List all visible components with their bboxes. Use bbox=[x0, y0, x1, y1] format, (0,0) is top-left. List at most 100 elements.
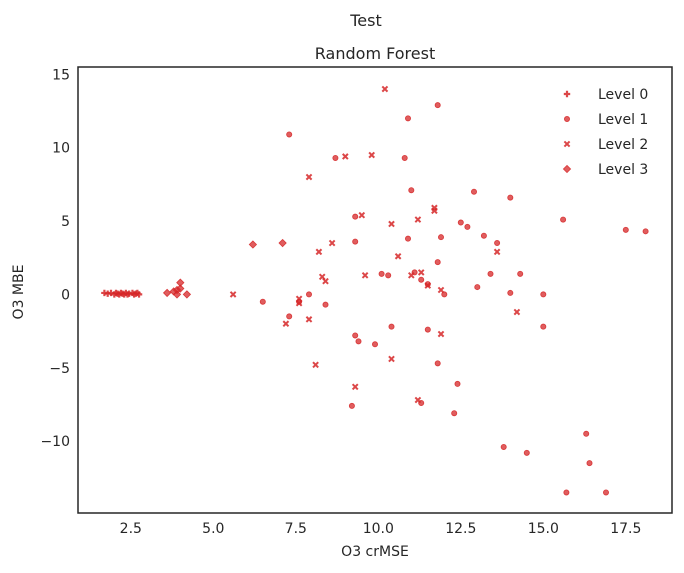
level-1-point bbox=[583, 430, 590, 437]
y-axis-ticks: −10 −5 0 5 10 15 bbox=[40, 67, 70, 450]
x-tick-label: 2.5 bbox=[120, 521, 142, 537]
level-2-point bbox=[513, 308, 521, 316]
level-1-point bbox=[487, 270, 494, 277]
level-1-point bbox=[385, 272, 392, 279]
y-axis-label: O3 MBE bbox=[11, 265, 27, 320]
level-1-point bbox=[388, 323, 395, 330]
level-1-point bbox=[560, 216, 567, 223]
level-2-point bbox=[431, 204, 438, 212]
level-2-point bbox=[407, 272, 415, 279]
legend-label-level-3: Level 3 bbox=[598, 162, 648, 178]
level-1-point bbox=[371, 341, 378, 348]
x-tick-label: 12.5 bbox=[445, 521, 476, 537]
level-1-point bbox=[523, 449, 530, 456]
level-1-point bbox=[457, 219, 464, 226]
level-2-point bbox=[305, 173, 313, 181]
level-1-point bbox=[434, 360, 441, 367]
level-1-point bbox=[517, 270, 524, 277]
level-1-point bbox=[507, 194, 514, 201]
level-1-point bbox=[642, 228, 649, 235]
level-1-point bbox=[259, 298, 266, 305]
level-1-point bbox=[434, 102, 441, 109]
x-axis-label: O3 crMSE bbox=[341, 544, 409, 560]
level-2-point bbox=[437, 330, 445, 338]
level-1-point bbox=[378, 270, 385, 277]
level-2-point bbox=[394, 252, 402, 260]
level-2-point bbox=[358, 211, 366, 219]
chart-title: Random Forest bbox=[315, 44, 435, 63]
level-1-point bbox=[563, 489, 570, 496]
level-2-point bbox=[388, 355, 395, 363]
figure-suptitle: Test bbox=[349, 11, 382, 30]
level-3-point bbox=[169, 287, 178, 296]
y-tick-label: 0 bbox=[61, 287, 70, 303]
level-2-point bbox=[322, 277, 329, 285]
plot-frame bbox=[77, 66, 673, 514]
level-1-point bbox=[286, 131, 293, 138]
level-1-point bbox=[418, 276, 425, 283]
level-3-point bbox=[248, 240, 258, 249]
x-tick-label: 17.5 bbox=[610, 521, 641, 537]
level-2-point bbox=[312, 361, 319, 369]
x-tick-label: 15.0 bbox=[528, 521, 559, 537]
y-tick-label: 10 bbox=[52, 141, 70, 157]
level-2-point bbox=[437, 286, 445, 294]
level-1-point bbox=[622, 226, 629, 233]
level-2-point bbox=[351, 383, 359, 391]
legend-marker-level-2 bbox=[563, 140, 571, 148]
level-3-point bbox=[176, 278, 185, 287]
legend-label-level-0: Level 0 bbox=[598, 87, 648, 103]
level-2-point bbox=[414, 396, 422, 404]
x-tick-label: 10.0 bbox=[363, 521, 394, 537]
level-1-point bbox=[464, 223, 471, 230]
level-2-point bbox=[414, 216, 422, 223]
level-2-point bbox=[282, 320, 290, 328]
data-points-layer bbox=[101, 85, 649, 496]
level-1-point bbox=[404, 115, 411, 122]
level-3-point bbox=[182, 290, 192, 299]
legend-marker-level-0 bbox=[563, 90, 571, 98]
level-1-point bbox=[355, 338, 362, 345]
level-1-point bbox=[348, 402, 355, 409]
level-3-point bbox=[176, 284, 185, 293]
level-1-point bbox=[437, 234, 444, 241]
level-1-point bbox=[603, 489, 610, 496]
level-2-point bbox=[424, 282, 432, 289]
level-1-point bbox=[480, 232, 487, 239]
legend-label-level-2: Level 2 bbox=[598, 137, 648, 153]
level-1-point bbox=[305, 291, 312, 298]
level-1-point bbox=[451, 410, 458, 417]
level-2-point bbox=[229, 291, 237, 298]
level-1-point bbox=[352, 238, 359, 245]
y-tick-label: 5 bbox=[61, 214, 70, 230]
level-2-point bbox=[388, 220, 395, 228]
level-2-point bbox=[381, 85, 389, 93]
level-2-point bbox=[295, 299, 303, 307]
level-1-point bbox=[586, 460, 593, 467]
level-2-point bbox=[361, 272, 369, 279]
y-tick-label: 15 bbox=[52, 67, 70, 83]
level-1-point bbox=[332, 154, 339, 161]
level-1-point bbox=[540, 323, 547, 330]
level-1-point bbox=[507, 289, 514, 296]
legend-marker-level-1 bbox=[564, 116, 571, 123]
legend-label-level-1: Level 1 bbox=[598, 112, 648, 128]
level-1-point bbox=[352, 213, 359, 220]
level-2-point bbox=[315, 248, 323, 256]
y-tick-label: −10 bbox=[40, 434, 70, 450]
level-2-point bbox=[493, 248, 501, 256]
y-tick-label: −5 bbox=[49, 361, 70, 377]
level-2-point bbox=[368, 151, 376, 159]
level-2-point bbox=[305, 316, 313, 323]
level-3-point bbox=[162, 288, 172, 298]
x-tick-label: 7.5 bbox=[285, 521, 307, 537]
level-1-point bbox=[434, 259, 441, 266]
x-axis-ticks: 2.5 5.0 7.5 10.0 12.5 15.0 17.5 bbox=[120, 521, 642, 537]
level-1-point bbox=[474, 284, 481, 291]
level-2-point bbox=[417, 269, 425, 276]
legend: Level 0 Level 1 Level 2 Level 3 bbox=[562, 87, 648, 178]
level-1-point bbox=[454, 380, 461, 387]
x-tick-label: 5.0 bbox=[202, 521, 224, 537]
legend-marker-level-3 bbox=[562, 164, 572, 174]
